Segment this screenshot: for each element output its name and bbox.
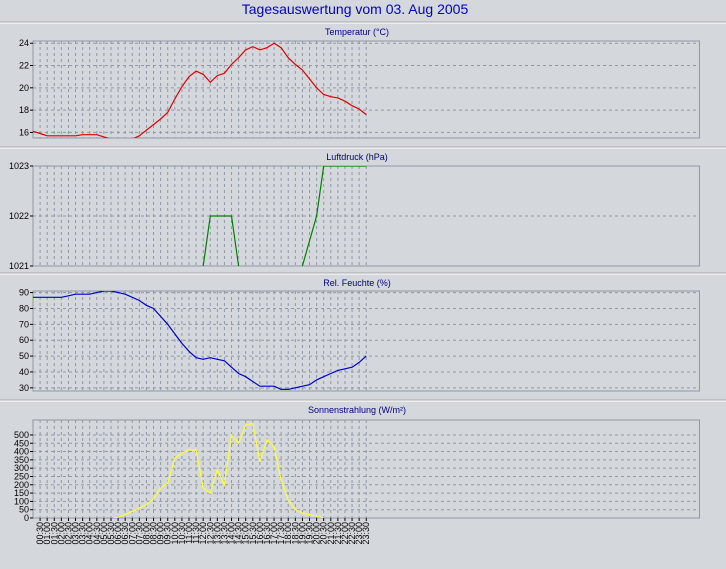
y-tick-label: 18 <box>19 105 29 115</box>
x-tick-label: 09:30 <box>163 522 173 545</box>
x-tick-label: 14:00 <box>227 522 237 545</box>
x-tick-label: 15:30 <box>248 522 258 545</box>
series-line <box>33 42 367 138</box>
y-tick-label: 90 <box>19 288 29 298</box>
y-tick-label: 350 <box>14 455 29 465</box>
x-tick-label: 05:30 <box>106 522 116 545</box>
series-line <box>113 422 324 518</box>
x-tick-label: 03:00 <box>71 522 81 545</box>
x-tick-label: 10:30 <box>177 522 187 545</box>
x-tick-label: 16:00 <box>255 522 265 545</box>
x-axis: 00:3001:0001:3002:0002:3003:0003:3004:00… <box>35 518 371 545</box>
x-tick-label: 09:00 <box>156 522 166 545</box>
y-tick-label: 80 <box>19 303 29 313</box>
chart-panel-1: Temperatur (°C) 16 18 20 22 24 <box>0 21 726 139</box>
x-tick-label: 06:30 <box>120 522 130 545</box>
x-tick-label: 12:00 <box>198 522 208 545</box>
x-tick-label: 20:00 <box>312 522 322 545</box>
y-tick-label: 50 <box>19 351 29 361</box>
chart-panel-2: Luftdruck (hPa) 1021 1022 1023 <box>0 146 726 271</box>
y-tick-label: 20 <box>19 83 29 93</box>
y-tick-label: 200 <box>14 480 29 490</box>
y-tick-label: 500 <box>14 430 29 440</box>
x-tick-label: 18:30 <box>290 522 300 545</box>
x-tick-label: 23:00 <box>354 522 364 545</box>
y-tick-label: 100 <box>14 496 29 506</box>
series-line <box>33 291 367 390</box>
y-tick-label: 400 <box>14 447 29 457</box>
x-tick-label: 17:30 <box>276 522 286 545</box>
y-tick-label: 0 <box>24 513 29 523</box>
x-tick-label: 02:30 <box>64 522 74 545</box>
series-line <box>202 166 367 266</box>
x-tick-label: 01:00 <box>42 522 52 545</box>
y-tick-label: 60 <box>19 335 29 345</box>
chart-panel-3: Rel. Feuchte (%) 30 40 50 60 70 80 90 <box>0 272 726 393</box>
x-tick-label: 13:00 <box>212 522 222 545</box>
x-tick-label: 21:00 <box>326 522 336 545</box>
y-tick-label: 300 <box>14 463 29 473</box>
y-tick-label: 24 <box>19 38 29 48</box>
x-tick-label: 07:30 <box>134 522 144 545</box>
x-tick-label: 19:30 <box>305 522 315 545</box>
y-tick-label: 150 <box>14 488 29 498</box>
x-tick-label: 08:00 <box>141 522 151 545</box>
y-tick-label: 30 <box>19 383 29 393</box>
panel-title: Sonnenstrahlung (W/m²) <box>308 405 406 415</box>
x-tick-label: 15:00 <box>241 522 251 545</box>
x-tick-label: 03:30 <box>78 522 88 545</box>
x-tick-label: 19:00 <box>297 522 307 545</box>
panel-title: Luftdruck (hPa) <box>326 152 388 162</box>
x-tick-label: 01:30 <box>49 522 59 545</box>
x-tick-label: 22:30 <box>347 522 357 545</box>
x-tick-label: 23:30 <box>361 522 371 545</box>
x-tick-label: 04:30 <box>92 522 102 545</box>
x-tick-label: 08:30 <box>149 522 159 545</box>
y-tick-label: 1021 <box>9 261 29 271</box>
x-tick-label: 22:00 <box>340 522 350 545</box>
y-tick-label: 16 <box>19 127 29 137</box>
x-tick-label: 07:00 <box>127 522 137 545</box>
y-tick-label: 22 <box>19 61 29 71</box>
x-tick-label: 18:00 <box>283 522 293 545</box>
x-tick-label: 13:30 <box>219 522 229 545</box>
panel-title: Temperatur (°C) <box>325 27 389 37</box>
x-tick-label: 11:30 <box>191 522 201 544</box>
main-title: Tagesauswertung vom 03. Aug 2005 <box>242 1 469 17</box>
panels-group: Temperatur (°C) 16 18 20 22 24 Luftdruck (hPa)… <box>0 21 726 523</box>
y-tick-label: 70 <box>19 319 29 329</box>
y-tick-label: 40 <box>19 367 29 377</box>
x-tick-label: 21:30 <box>333 522 343 545</box>
y-tick-label: 1022 <box>9 211 29 221</box>
y-tick-label: 50 <box>19 505 29 515</box>
x-tick-label: 14:30 <box>234 522 244 545</box>
x-tick-label: 02:00 <box>56 522 66 545</box>
panel-title: Rel. Feuchte (%) <box>323 278 391 288</box>
x-tick-label: 17:00 <box>269 522 279 545</box>
x-tick-label: 10:00 <box>170 522 180 545</box>
x-tick-label: 05:00 <box>99 522 109 545</box>
x-tick-label: 00:30 <box>35 522 45 545</box>
x-tick-label: 20:30 <box>319 522 329 545</box>
x-tick-label: 11:00 <box>184 522 194 544</box>
y-tick-label: 450 <box>14 438 29 448</box>
y-tick-label: 1023 <box>9 161 29 171</box>
y-tick-label: 250 <box>14 471 29 481</box>
x-tick-label: 04:00 <box>85 522 95 545</box>
x-tick-label: 16:30 <box>262 522 272 545</box>
x-tick-label: 06:00 <box>113 522 123 545</box>
x-tick-label: 12:30 <box>205 522 215 545</box>
chart-panel-4: Sonnenstrahlung (W/m²) 050100150200250300… <box>0 399 726 523</box>
